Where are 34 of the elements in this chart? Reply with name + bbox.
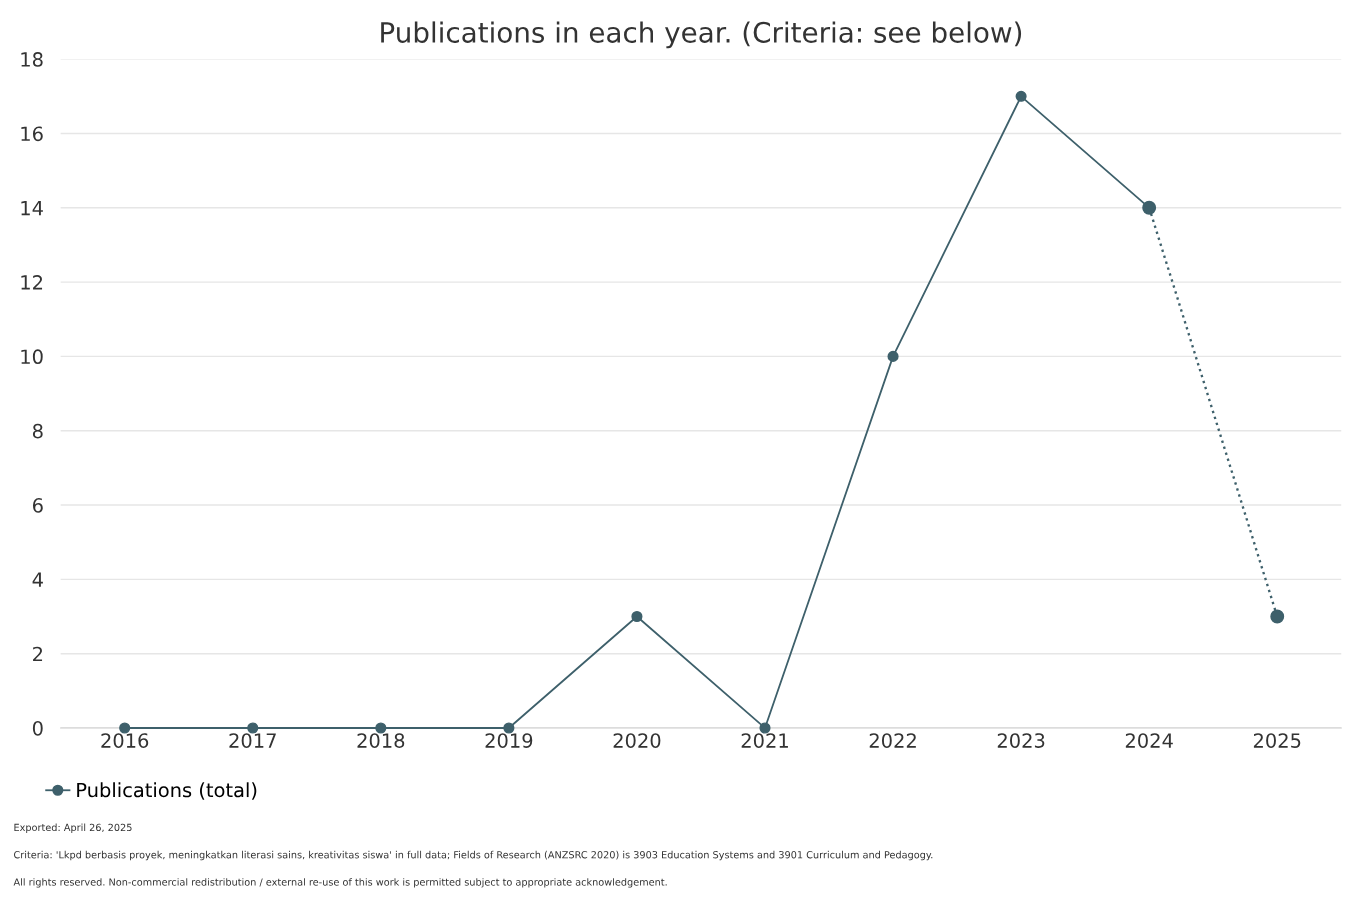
point [887, 350, 899, 362]
legend-label: Publications (total) [77, 782, 257, 800]
x-tick-label: 2016 [101, 733, 149, 748]
y-tick-label: 6 [32, 498, 43, 513]
y-tick-label: 16 [21, 126, 43, 142]
point [375, 722, 387, 734]
x-tick-label: 2020 [613, 733, 661, 748]
point [1270, 609, 1285, 624]
point [119, 722, 131, 734]
point [247, 722, 259, 734]
x-tick-label: 2019 [485, 733, 533, 748]
x-tick-label: 2023 [997, 733, 1045, 748]
x-tick-label: 2018 [357, 733, 405, 748]
y-tick-label: 4 [32, 572, 43, 587]
x-tick-label: 2021 [741, 733, 788, 748]
x-tick-label: 2025 [1253, 733, 1301, 748]
point [503, 722, 515, 734]
text: Exported: April 26, 2025 [14, 823, 132, 833]
y-tick-label: 18 [21, 52, 43, 67]
chart-title: Publications in each year. (Criteria: see below) [381, 21, 1022, 49]
y-tick-label: 8 [32, 423, 43, 439]
y-tick-label: 14 [21, 200, 43, 216]
x-tick-label: 2022 [869, 733, 916, 748]
text: All rights reserved. Non-commercial redistribution / external re-use of this work is permitted subject to appropriate acknowledgement. [13, 878, 667, 888]
text: Criteria: 'Lkpd berbasis proyek, meningkatkan literasi sains, kreativitas siswa' in full data; Fields of Research (ANZSRC 2020) is 3903 Education Systems and 3901 Curriculum and Pedagogy. [14, 850, 933, 861]
y-tick-label: 12 [21, 275, 43, 290]
x-tick-label: 2024 [1125, 733, 1173, 748]
point [1015, 90, 1027, 102]
point [759, 722, 771, 734]
point [631, 610, 643, 623]
y-tick-label: 0 [32, 720, 43, 736]
x-tick-label: 2017 [229, 733, 276, 748]
y-tick-label: 2 [33, 646, 43, 662]
y-tick-label: 10 [21, 349, 43, 365]
